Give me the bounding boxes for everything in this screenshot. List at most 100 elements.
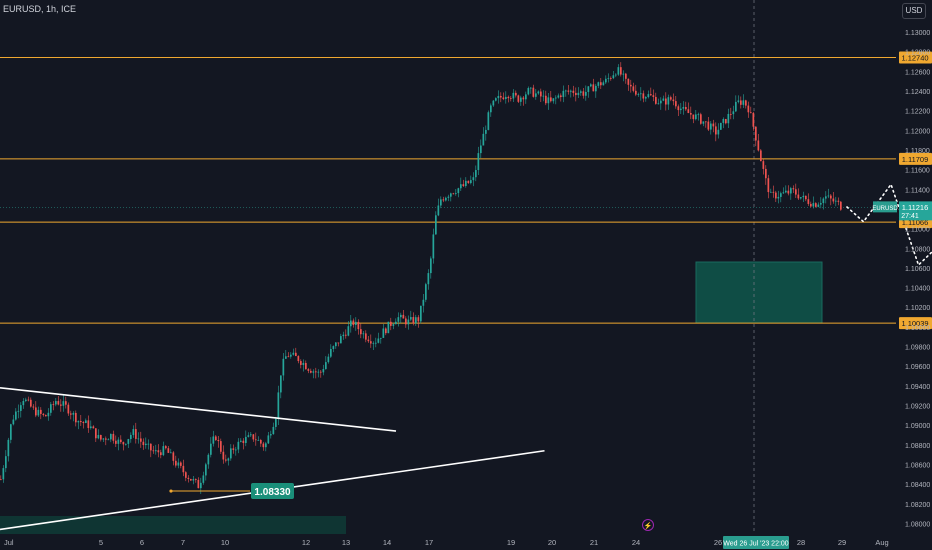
candle-body[interactable]	[562, 90, 565, 98]
candle-body[interactable]	[257, 440, 260, 441]
candle-body[interactable]	[222, 451, 225, 460]
candle-body[interactable]	[372, 342, 375, 344]
candle-body[interactable]	[750, 112, 752, 114]
candle-body[interactable]	[225, 459, 227, 461]
candle-body[interactable]	[357, 321, 360, 330]
candle-body[interactable]	[630, 84, 632, 87]
candle-body[interactable]	[55, 401, 57, 405]
candle-body[interactable]	[235, 449, 237, 451]
candle-body[interactable]	[312, 371, 315, 373]
candle-body[interactable]	[700, 114, 702, 124]
candle-body[interactable]	[90, 426, 92, 429]
candle-body[interactable]	[575, 92, 577, 96]
candle-body[interactable]	[445, 197, 447, 201]
candle-body[interactable]	[382, 328, 385, 338]
candle-body[interactable]	[820, 203, 822, 205]
candle-body[interactable]	[677, 106, 680, 111]
candle-body[interactable]	[817, 204, 820, 207]
candle-body[interactable]	[447, 196, 450, 198]
candle-body[interactable]	[292, 352, 295, 355]
candle-body[interactable]	[145, 443, 147, 446]
candle-body[interactable]	[295, 352, 297, 357]
candle-body[interactable]	[155, 450, 157, 452]
candle-body[interactable]	[645, 97, 647, 99]
candle-body[interactable]	[440, 199, 442, 206]
candle-body[interactable]	[370, 341, 372, 344]
candle-body[interactable]	[412, 317, 415, 324]
candle-body[interactable]	[517, 95, 520, 102]
candle-body[interactable]	[350, 320, 352, 327]
candle-body[interactable]	[465, 180, 467, 187]
candle-body[interactable]	[212, 436, 215, 444]
candle-body[interactable]	[475, 170, 477, 178]
candle-body[interactable]	[767, 178, 770, 193]
candle-body[interactable]	[720, 122, 722, 130]
candle-body[interactable]	[117, 439, 120, 444]
candle-body[interactable]	[362, 333, 365, 335]
candle-body[interactable]	[572, 90, 575, 93]
candle-body[interactable]	[302, 362, 305, 365]
candle-body[interactable]	[690, 113, 692, 115]
candle-body[interactable]	[450, 193, 452, 197]
candle-body[interactable]	[62, 401, 65, 406]
candle-body[interactable]	[520, 97, 522, 102]
candle-body[interactable]	[752, 112, 755, 127]
candle-body[interactable]	[172, 452, 175, 461]
candle-body[interactable]	[672, 99, 675, 102]
candle-body[interactable]	[577, 92, 580, 96]
candle-body[interactable]	[492, 100, 495, 106]
candle-body[interactable]	[377, 338, 380, 343]
candle-body[interactable]	[152, 450, 155, 452]
candle-body[interactable]	[425, 284, 427, 300]
candle-body[interactable]	[15, 411, 17, 420]
candle-body[interactable]	[82, 422, 85, 424]
candle-body[interactable]	[95, 428, 97, 439]
candle-body[interactable]	[777, 196, 780, 199]
candle-body[interactable]	[785, 190, 787, 193]
currency-button[interactable]: USD	[902, 3, 926, 19]
candle-body[interactable]	[375, 342, 377, 344]
candle-body[interactable]	[390, 321, 392, 326]
candle-body[interactable]	[367, 339, 370, 342]
candle-body[interactable]	[252, 434, 255, 440]
candle-body[interactable]	[92, 426, 95, 429]
candle-body[interactable]	[467, 180, 470, 184]
candle-body[interactable]	[487, 112, 490, 130]
candle-body[interactable]	[617, 67, 620, 75]
candle-body[interactable]	[75, 412, 77, 423]
candle-body[interactable]	[625, 73, 627, 79]
candle-body[interactable]	[772, 191, 775, 193]
candle-body[interactable]	[707, 121, 710, 130]
candle-body[interactable]	[380, 337, 382, 339]
candle-body[interactable]	[627, 78, 630, 85]
candle-body[interactable]	[815, 203, 817, 207]
candle-body[interactable]	[17, 410, 20, 412]
candle-body[interactable]	[280, 375, 282, 393]
candle-body[interactable]	[180, 462, 182, 466]
candle-body[interactable]	[130, 434, 132, 440]
candle-body[interactable]	[827, 195, 830, 197]
candle-body[interactable]	[837, 200, 840, 202]
candle-body[interactable]	[780, 193, 782, 197]
candle-body[interactable]	[652, 95, 655, 97]
candle-body[interactable]	[610, 78, 612, 79]
candle-body[interactable]	[755, 126, 757, 141]
candle-body[interactable]	[217, 440, 220, 442]
candle-body[interactable]	[490, 105, 492, 113]
candle-body[interactable]	[192, 479, 195, 481]
candle-body[interactable]	[795, 189, 797, 195]
candle-body[interactable]	[85, 420, 87, 424]
candle-body[interactable]	[527, 88, 530, 95]
candle-body[interactable]	[182, 465, 185, 473]
candle-body[interactable]	[355, 321, 357, 325]
candle-body[interactable]	[435, 215, 437, 235]
candle-body[interactable]	[655, 96, 657, 104]
candle-body[interactable]	[255, 439, 257, 441]
candle-body[interactable]	[580, 91, 582, 93]
candle-body[interactable]	[410, 317, 412, 320]
candle-body[interactable]	[200, 482, 202, 489]
candle-body[interactable]	[197, 479, 200, 489]
candle-body[interactable]	[10, 424, 12, 440]
candle-body[interactable]	[472, 177, 475, 181]
candle-body[interactable]	[207, 454, 210, 465]
